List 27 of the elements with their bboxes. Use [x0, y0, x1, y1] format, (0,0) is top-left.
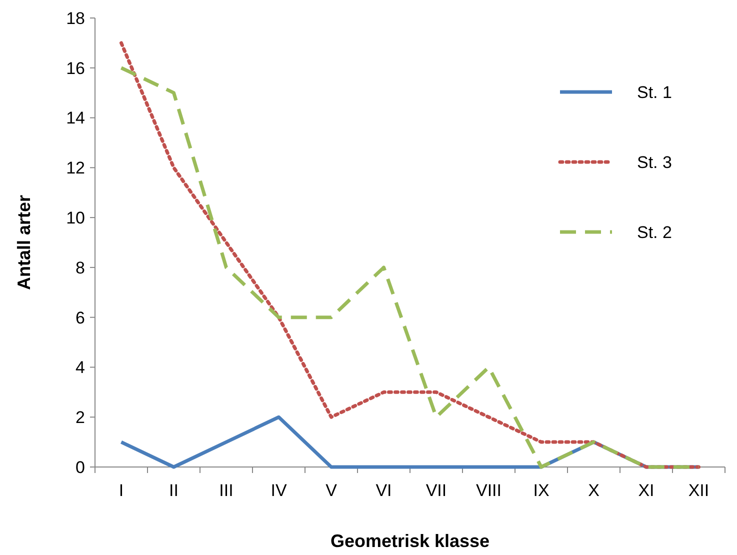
- x-tick-label: IX: [533, 481, 550, 500]
- x-tick-label: V: [326, 481, 338, 500]
- y-axis-title: Antall arter: [14, 194, 34, 290]
- x-tick-label: X: [588, 481, 600, 500]
- x-tick-label: VII: [426, 481, 447, 500]
- y-tick-label: 12: [66, 158, 85, 178]
- y-tick-label: 14: [66, 108, 85, 128]
- x-tick-label: II: [169, 481, 178, 500]
- y-tick-label: 10: [66, 208, 85, 228]
- x-tick-label: I: [118, 481, 124, 500]
- x-axis-title: Geometrisk klasse: [330, 531, 490, 551]
- legend-label: St. 2: [637, 222, 672, 242]
- x-tick-label: VI: [376, 481, 392, 500]
- y-tick-label: 0: [76, 458, 85, 477]
- y-tick-label: 4: [76, 358, 85, 378]
- x-tick-label: XI: [638, 481, 654, 500]
- x-tick-label: III: [219, 481, 234, 500]
- y-tick-label: 8: [76, 258, 85, 278]
- y-tick-label: 6: [76, 308, 85, 328]
- x-tick-label: IV: [270, 481, 288, 500]
- x-tick-label: VIII: [476, 481, 502, 500]
- x-tick-label: XII: [688, 481, 710, 500]
- y-tick-label: 18: [66, 8, 85, 28]
- legend-label: St. 3: [637, 152, 672, 172]
- legend-label: St. 1: [637, 82, 672, 102]
- y-tick-label: 2: [76, 408, 85, 428]
- y-tick-label: 16: [66, 58, 85, 78]
